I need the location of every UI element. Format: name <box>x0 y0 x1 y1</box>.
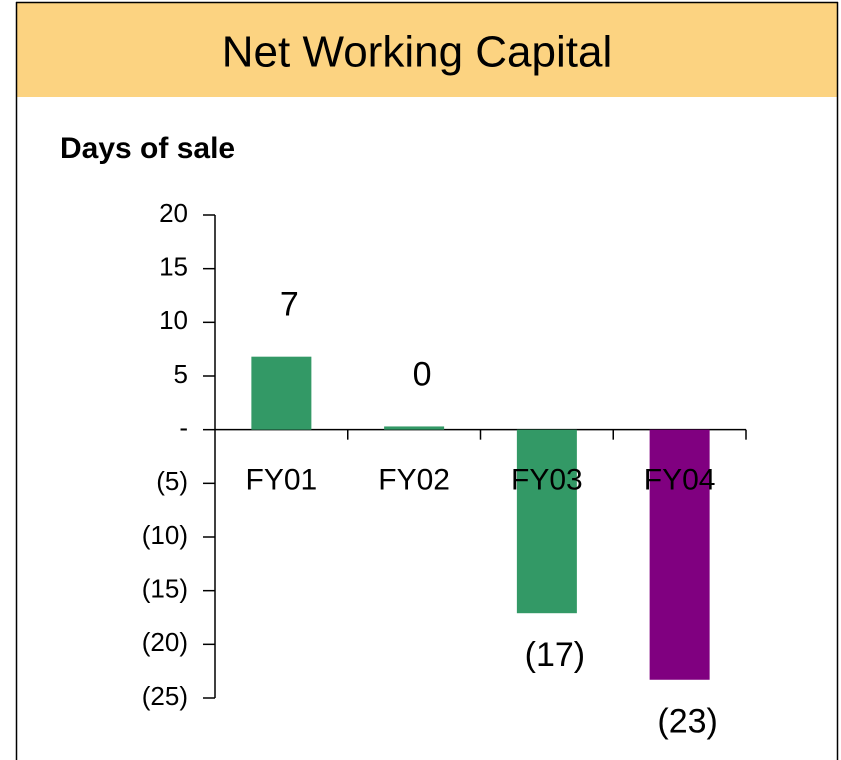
chart-title: Net Working Capital <box>222 28 612 77</box>
x-tick-label: FY04 <box>644 464 716 497</box>
y-tick-label: (25) <box>142 681 188 711</box>
data-label: 7 <box>280 286 299 324</box>
y-tick-label: 5 <box>174 359 188 389</box>
data-label: (17) <box>525 636 585 674</box>
y-tick-label: 10 <box>159 305 188 335</box>
x-tick-label: FY01 <box>246 464 318 497</box>
title-band <box>17 3 837 97</box>
bar <box>649 429 710 680</box>
bar <box>251 356 312 430</box>
chart-subtitle: Days of sale <box>60 132 235 165</box>
x-tick-label: FY02 <box>378 464 450 497</box>
y-tick-label: (10) <box>142 520 188 550</box>
y-tick-label: (20) <box>142 627 188 657</box>
y-tick-label: 20 <box>159 198 188 228</box>
bar <box>516 429 577 614</box>
data-label: (23) <box>657 703 717 741</box>
y-tick-label: (15) <box>142 574 188 604</box>
y-tick-label: (5) <box>156 466 188 496</box>
y-tick-label: 15 <box>159 252 188 282</box>
y-tick-label: - <box>179 413 188 443</box>
x-tick-label: FY03 <box>511 464 583 497</box>
bar <box>384 426 445 430</box>
data-label: 0 <box>413 355 432 393</box>
